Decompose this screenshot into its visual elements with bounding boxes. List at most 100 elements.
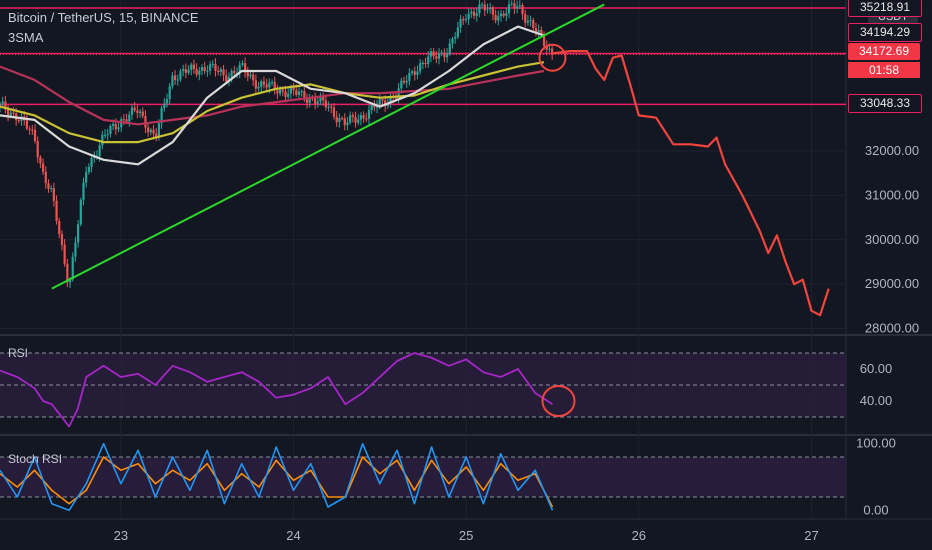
candle-body <box>454 36 457 39</box>
annotation-circle-main <box>538 43 567 72</box>
candle-body <box>155 133 158 138</box>
candle-body <box>340 118 344 120</box>
candle-body <box>397 88 400 99</box>
candle-body <box>33 129 37 142</box>
candle-body <box>217 70 220 73</box>
candle-body <box>437 53 441 59</box>
candle-body <box>141 111 144 116</box>
candle-body <box>144 115 147 128</box>
candle-body <box>440 52 443 54</box>
candle-body <box>122 119 125 121</box>
y-tick-label: 31000.00 <box>865 187 919 202</box>
candle-body <box>163 103 166 109</box>
candle-body <box>41 163 45 172</box>
candle-body <box>308 97 311 103</box>
candle-body <box>225 75 228 82</box>
candle-body <box>93 156 96 159</box>
chart-title: Bitcoin / TetherUS, 15, BINANCE <box>8 10 199 25</box>
candle-body <box>470 11 473 14</box>
candle-body <box>176 79 179 81</box>
candle-body <box>90 158 93 167</box>
candle-body <box>265 84 268 88</box>
candle-body <box>295 90 298 95</box>
candle-body <box>351 115 354 118</box>
candle-body <box>276 90 279 94</box>
stoch-rsi-pane-label[interactable]: Stoch RSI <box>8 452 63 466</box>
candle-body <box>478 4 481 14</box>
candle-body <box>526 20 530 23</box>
candle-body <box>497 16 500 21</box>
candle-body <box>6 109 10 116</box>
candle-body <box>249 74 252 77</box>
candle-body <box>424 62 427 64</box>
candle-body <box>279 89 282 94</box>
y-tick-label: 30000.00 <box>865 232 919 247</box>
candle-body <box>534 27 538 33</box>
candle-body <box>98 145 101 156</box>
candle-body <box>303 91 306 100</box>
candle-body <box>179 71 182 80</box>
candle-body <box>467 13 470 20</box>
candle-body <box>537 29 540 33</box>
rsi-pane-label[interactable]: RSI <box>8 346 29 360</box>
candle-body <box>408 72 411 81</box>
candle-body <box>130 107 134 115</box>
candle-body <box>257 86 260 89</box>
candle-body <box>165 99 169 104</box>
indicator-label[interactable]: 3SMA <box>8 30 44 45</box>
stoch-tick-label: 0.00 <box>863 502 888 517</box>
candle-body <box>314 98 317 104</box>
candle-body <box>281 89 284 92</box>
candle-body <box>133 107 136 111</box>
candle-body <box>524 14 527 23</box>
candle-body <box>319 96 322 102</box>
candle-body <box>494 14 497 21</box>
candle-body <box>208 64 212 71</box>
candle-body <box>394 97 398 99</box>
candle-body <box>270 82 274 84</box>
candle-body <box>354 117 357 123</box>
candle-body <box>427 56 430 64</box>
candle-body <box>435 56 438 59</box>
candle-body <box>324 100 327 108</box>
candle-body <box>246 72 249 77</box>
candle-body <box>39 157 42 164</box>
candle-body <box>230 70 233 77</box>
rsi-tick-label: 60.00 <box>860 361 893 376</box>
candle-body <box>335 116 338 123</box>
candle-body <box>50 188 53 190</box>
candle-body <box>448 43 451 54</box>
candle-body <box>505 13 508 16</box>
x-tick-label: 27 <box>804 528 818 543</box>
candle-body <box>149 129 152 133</box>
candle-body <box>55 200 58 222</box>
candle-body <box>168 86 171 100</box>
candle-body <box>446 53 449 58</box>
candle-body <box>219 69 222 73</box>
candle-body <box>551 48 554 55</box>
candle-body <box>381 99 384 101</box>
candle-body <box>157 123 161 138</box>
candle-body <box>332 107 336 117</box>
price-tag-level-1: 35218.91 <box>848 0 922 17</box>
candle-body <box>238 64 241 73</box>
candle-body <box>77 224 80 243</box>
candle-body <box>28 128 31 130</box>
candle-body <box>25 120 29 129</box>
candle-body <box>47 183 50 189</box>
candle-body <box>462 18 465 21</box>
candle-body <box>305 99 309 103</box>
candle-body <box>300 91 303 93</box>
candle-body <box>429 51 433 57</box>
candle-body <box>510 3 513 5</box>
candle-body <box>243 63 247 73</box>
candle-body <box>443 52 446 58</box>
candle-body <box>459 18 462 28</box>
candle-body <box>378 99 381 106</box>
candle-body <box>103 134 107 136</box>
candle-body <box>370 104 373 110</box>
candle-body <box>421 62 424 64</box>
projection-path <box>552 49 830 317</box>
